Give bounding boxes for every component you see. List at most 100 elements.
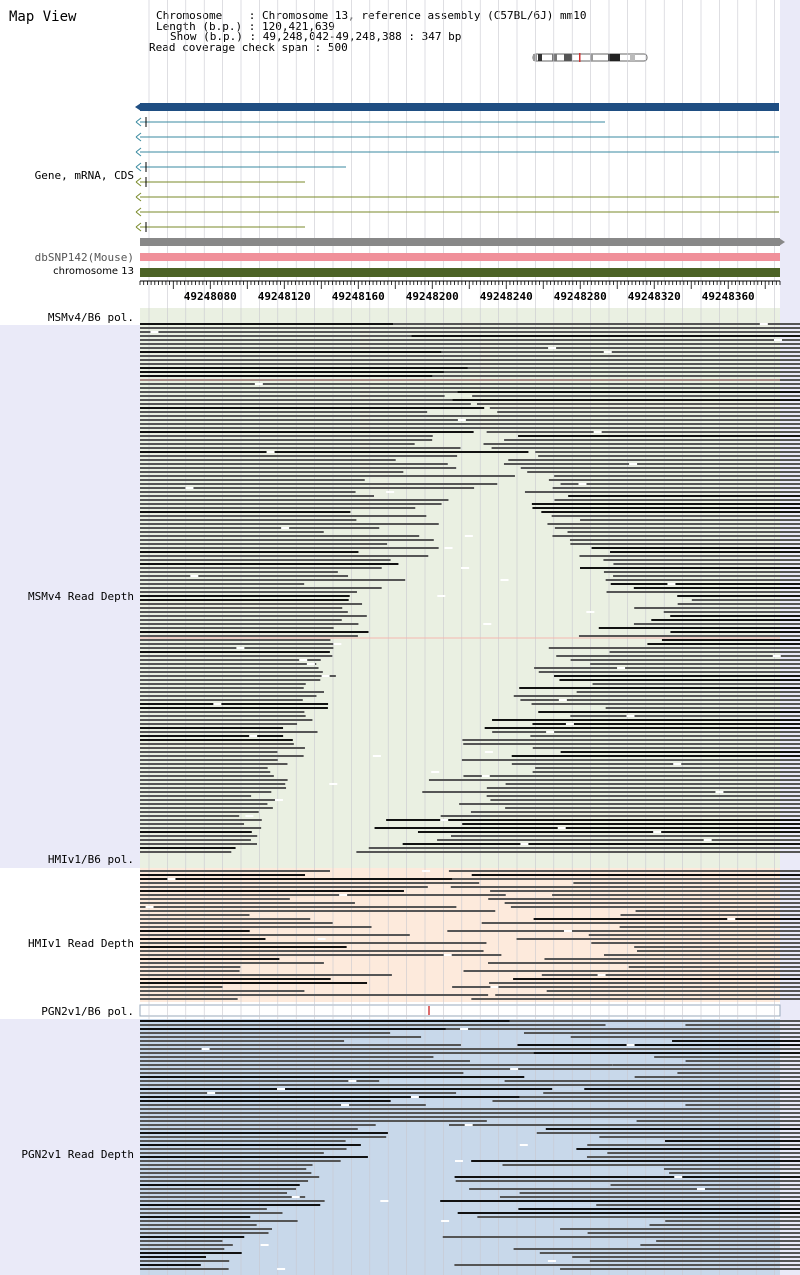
read-bar	[140, 431, 474, 433]
read-bar	[368, 847, 800, 849]
read-gap	[703, 839, 712, 841]
gene-track-label: Gene, mRNA, CDS	[34, 169, 134, 182]
read-gap	[306, 663, 315, 665]
read-gap	[484, 751, 493, 753]
read-gap	[772, 655, 781, 657]
show-label: Show (b.p.)	[170, 30, 243, 43]
read-bar	[140, 1068, 592, 1070]
transcript-arrow	[135, 117, 142, 127]
read-bar	[140, 723, 298, 725]
read-bar	[140, 946, 347, 948]
read-bar	[140, 483, 498, 485]
msm-pol-label: MSMv4/B6 pol.	[47, 311, 134, 324]
read-bar	[570, 1036, 800, 1038]
dbsnp-track-label: dbSNP142(Mouse)	[34, 251, 134, 264]
read-bar	[140, 335, 580, 337]
length-value: 120,421,639	[261, 19, 335, 33]
read-bar	[140, 447, 461, 449]
read-bar	[570, 715, 800, 717]
read-bar	[140, 1152, 324, 1154]
read-bar	[445, 1028, 800, 1030]
read-bar	[685, 1060, 800, 1062]
read-bar	[140, 691, 324, 693]
read-bar	[462, 823, 800, 825]
read-bar	[634, 607, 800, 609]
read-bar	[533, 1052, 800, 1054]
read-bar	[140, 1120, 487, 1122]
read-bar	[140, 1088, 553, 1090]
read-bar	[524, 491, 800, 493]
read-bar	[560, 483, 800, 485]
read-bar	[140, 1032, 391, 1034]
read-bar	[140, 922, 333, 924]
read-gap	[520, 843, 529, 845]
gene-track[interactable]	[135, 103, 785, 277]
read-bar	[463, 970, 800, 972]
read-bar	[140, 503, 442, 505]
read-gap	[626, 715, 635, 717]
read-bar	[503, 463, 800, 465]
pgn-pol-box	[139, 1004, 781, 1017]
gene-arrow	[135, 103, 141, 111]
read-bar	[634, 1076, 800, 1078]
read-bar	[634, 946, 800, 948]
read-bar	[454, 383, 800, 385]
read-bar	[356, 851, 800, 853]
read-bar	[463, 775, 800, 777]
read-bar	[140, 667, 319, 669]
pgn-pol-label: PGN2v1/B6 pol.	[41, 1005, 134, 1018]
read-gap	[245, 815, 254, 817]
read-bar	[140, 419, 540, 421]
read-bar	[559, 679, 800, 681]
read-bar	[613, 563, 800, 565]
read-gap	[548, 347, 557, 349]
read-bar	[530, 735, 800, 737]
read-bar	[592, 683, 800, 685]
read-bar	[140, 906, 457, 908]
read-bar	[140, 1108, 596, 1110]
read-bar	[454, 1264, 800, 1266]
read-bar	[140, 351, 503, 353]
read-gap	[464, 1124, 473, 1126]
read-bar	[471, 1160, 800, 1162]
read-bar	[472, 395, 800, 397]
read-bar	[140, 1160, 341, 1162]
read-bar	[488, 898, 800, 900]
read-bar	[605, 707, 800, 709]
read-bar	[677, 603, 800, 605]
read-bar	[140, 463, 448, 465]
read-bar	[489, 407, 800, 409]
read-bar	[554, 499, 800, 501]
read-bar	[486, 431, 800, 433]
read-bar	[140, 1132, 388, 1134]
read-bar	[140, 787, 287, 789]
read-bar	[140, 763, 288, 765]
ruler-label: 49248160	[332, 290, 385, 303]
read-bar	[140, 443, 415, 445]
read-bar	[551, 515, 800, 517]
read-gap	[437, 595, 446, 597]
read-bar	[656, 1240, 800, 1242]
read-bar	[640, 1244, 800, 1246]
read-bar	[636, 950, 800, 952]
read-bar	[140, 811, 259, 813]
read-bar	[140, 731, 318, 733]
read-bar	[450, 835, 800, 837]
read-bar	[516, 938, 800, 940]
read-gap	[249, 735, 258, 737]
read-bar	[140, 471, 404, 473]
ruler: 49248080 49248120 49248160 49248200 49248240…	[139, 280, 781, 303]
read-bar	[443, 371, 800, 373]
read-gap	[461, 567, 470, 569]
read-bar	[140, 1228, 273, 1230]
read-bar	[452, 363, 800, 365]
read-bar	[447, 1084, 800, 1086]
read-alignments[interactable]	[140, 323, 800, 1270]
chromosome-ideogram[interactable]	[530, 53, 650, 62]
read-bar	[492, 719, 800, 721]
read-bar	[685, 1104, 800, 1106]
read-gap	[490, 986, 499, 988]
read-bar	[140, 990, 305, 992]
read-bar	[527, 471, 800, 473]
